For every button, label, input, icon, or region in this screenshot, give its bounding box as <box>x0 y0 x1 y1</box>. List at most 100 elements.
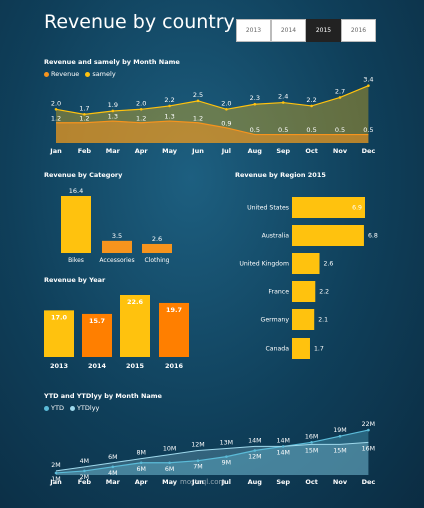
revenue-data-label: 1.2 <box>136 114 146 122</box>
year-bar[interactable] <box>82 313 112 357</box>
ytdlyy-data-label: 6M <box>108 454 117 461</box>
ytd-point[interactable] <box>338 434 342 438</box>
revenue-region-chart-title: Revenue by Region 2015 <box>235 171 326 179</box>
ytd-month-tick-label: Mar <box>106 478 121 486</box>
ytd-point[interactable] <box>139 461 143 465</box>
samely-point[interactable] <box>281 101 285 104</box>
ytd-legend: YTD YTDlyy <box>44 404 99 412</box>
revenue-data-label: 0.5 <box>250 126 260 134</box>
year-bar[interactable] <box>120 295 150 357</box>
month-tick-label: Jul <box>221 147 231 155</box>
region-bar[interactable] <box>292 197 365 218</box>
ytd-line[interactable] <box>55 429 369 474</box>
samely-point[interactable] <box>367 84 370 87</box>
revenue-month-chart-title: Revenue and samely by Month Name <box>44 58 180 66</box>
ytd-data-label: 6M <box>136 466 145 473</box>
revenue-data-label: 0.9 <box>221 119 231 127</box>
region-bar[interactable] <box>292 225 364 246</box>
ytd-month-tick-label: Feb <box>78 478 92 486</box>
region-value-label: 6.8 <box>368 233 378 240</box>
samely-point[interactable] <box>111 109 115 113</box>
samely-data-label: 2.3 <box>250 94 260 102</box>
revenue-line[interactable] <box>56 120 369 136</box>
category-bar[interactable] <box>102 240 132 253</box>
year-bar[interactable] <box>159 302 189 357</box>
ytd-point[interactable] <box>225 455 228 458</box>
region-bar[interactable] <box>292 253 320 274</box>
revenue-data-label: 0.5 <box>306 126 316 134</box>
samely-point[interactable] <box>338 96 342 99</box>
ytd-data-label: 1M <box>51 476 60 483</box>
region-bar[interactable] <box>292 281 316 302</box>
year-button-2016[interactable]: 2016 <box>341 19 376 42</box>
samely-data-label: 2.0 <box>136 99 146 107</box>
year-tick-label: 2014 <box>88 362 107 370</box>
year-slicer: 2013 2014 2015 2016 <box>236 19 376 42</box>
ytd-point[interactable] <box>168 461 171 465</box>
category-bar[interactable] <box>142 243 172 253</box>
region-bar[interactable] <box>292 309 315 330</box>
year-button-2013[interactable]: 2013 <box>236 19 271 42</box>
ytd-data-label: 19M <box>333 427 346 434</box>
legend-item-samely[interactable]: samely <box>85 70 116 78</box>
year-value-label: 19.7 <box>166 306 182 314</box>
watermark: mostaql.com <box>180 478 226 486</box>
revenue-data-label: 1.3 <box>164 113 174 121</box>
samely-data-label: 2.0 <box>221 99 231 107</box>
region-bar[interactable] <box>292 338 310 359</box>
samely-point[interactable] <box>253 102 257 106</box>
ytdlyy-data-label: 10M <box>163 446 176 453</box>
month-tick-label: Aug <box>248 147 263 155</box>
month-tick-label: Oct <box>305 147 318 155</box>
ytdlyy-data-label: 4M <box>80 458 89 465</box>
category-tick-label: Clothing <box>145 257 170 264</box>
samely-line[interactable] <box>55 85 369 115</box>
ytd-point[interactable] <box>83 469 86 473</box>
ytd-month-tick-label: Nov <box>333 478 348 486</box>
category-value-label: 3.5 <box>112 232 122 240</box>
region-value-label: 2.2 <box>319 289 329 296</box>
ytd-point[interactable] <box>367 428 370 432</box>
revenue-data-label: 1.3 <box>108 113 118 121</box>
ytdlyy-data-label: 14M <box>248 437 261 444</box>
ytd-point[interactable] <box>281 445 285 448</box>
samely-point[interactable] <box>225 107 228 111</box>
year-bar[interactable] <box>44 310 74 357</box>
ytd-data-label: 4M <box>108 470 117 477</box>
category-tick-label: Bikes <box>68 257 84 264</box>
revenue-data-label: 1.2 <box>193 114 203 122</box>
revenue-data-label: 0.5 <box>363 126 373 134</box>
samely-point[interactable] <box>139 107 143 111</box>
legend-item-ytdlyy[interactable]: YTDlyy <box>69 404 99 412</box>
ytdlyy-line[interactable] <box>55 441 369 472</box>
year-button-2015[interactable]: 2015 <box>306 19 341 42</box>
samely-point[interactable] <box>196 99 200 103</box>
legend-item-ytd[interactable]: YTD <box>44 404 64 412</box>
samely-point[interactable] <box>168 104 171 108</box>
ytd-point[interactable] <box>310 441 313 444</box>
category-bar[interactable] <box>61 196 91 253</box>
ytd-point[interactable] <box>111 465 115 469</box>
ytd-point[interactable] <box>54 471 58 475</box>
ytd-point[interactable] <box>253 449 257 452</box>
samely-data-label: 2.0 <box>51 99 61 107</box>
samely-point[interactable] <box>54 107 58 111</box>
ytd-month-tick-label: Sep <box>276 478 290 486</box>
month-tick-label: May <box>162 147 178 155</box>
ytd-month-tick-label: Dec <box>362 478 376 486</box>
region-value-label: 1.7 <box>314 346 324 353</box>
ytdlyy-data-label: 16M <box>362 445 375 452</box>
samely-point[interactable] <box>310 104 313 108</box>
ytd-month-tick-label: Jan <box>49 478 62 486</box>
revenue-data-label: 0.5 <box>278 126 288 134</box>
legend-item-revenue[interactable]: Revenue <box>44 70 79 78</box>
legend-dot-icon <box>44 71 49 77</box>
samely-data-label: 2.5 <box>193 91 203 99</box>
year-value-label: 17.0 <box>51 313 68 321</box>
year-button-2014[interactable]: 2014 <box>271 19 306 42</box>
samely-point[interactable] <box>83 113 86 116</box>
ytd-point[interactable] <box>196 459 200 463</box>
ytd-data-label: 22M <box>362 421 375 428</box>
